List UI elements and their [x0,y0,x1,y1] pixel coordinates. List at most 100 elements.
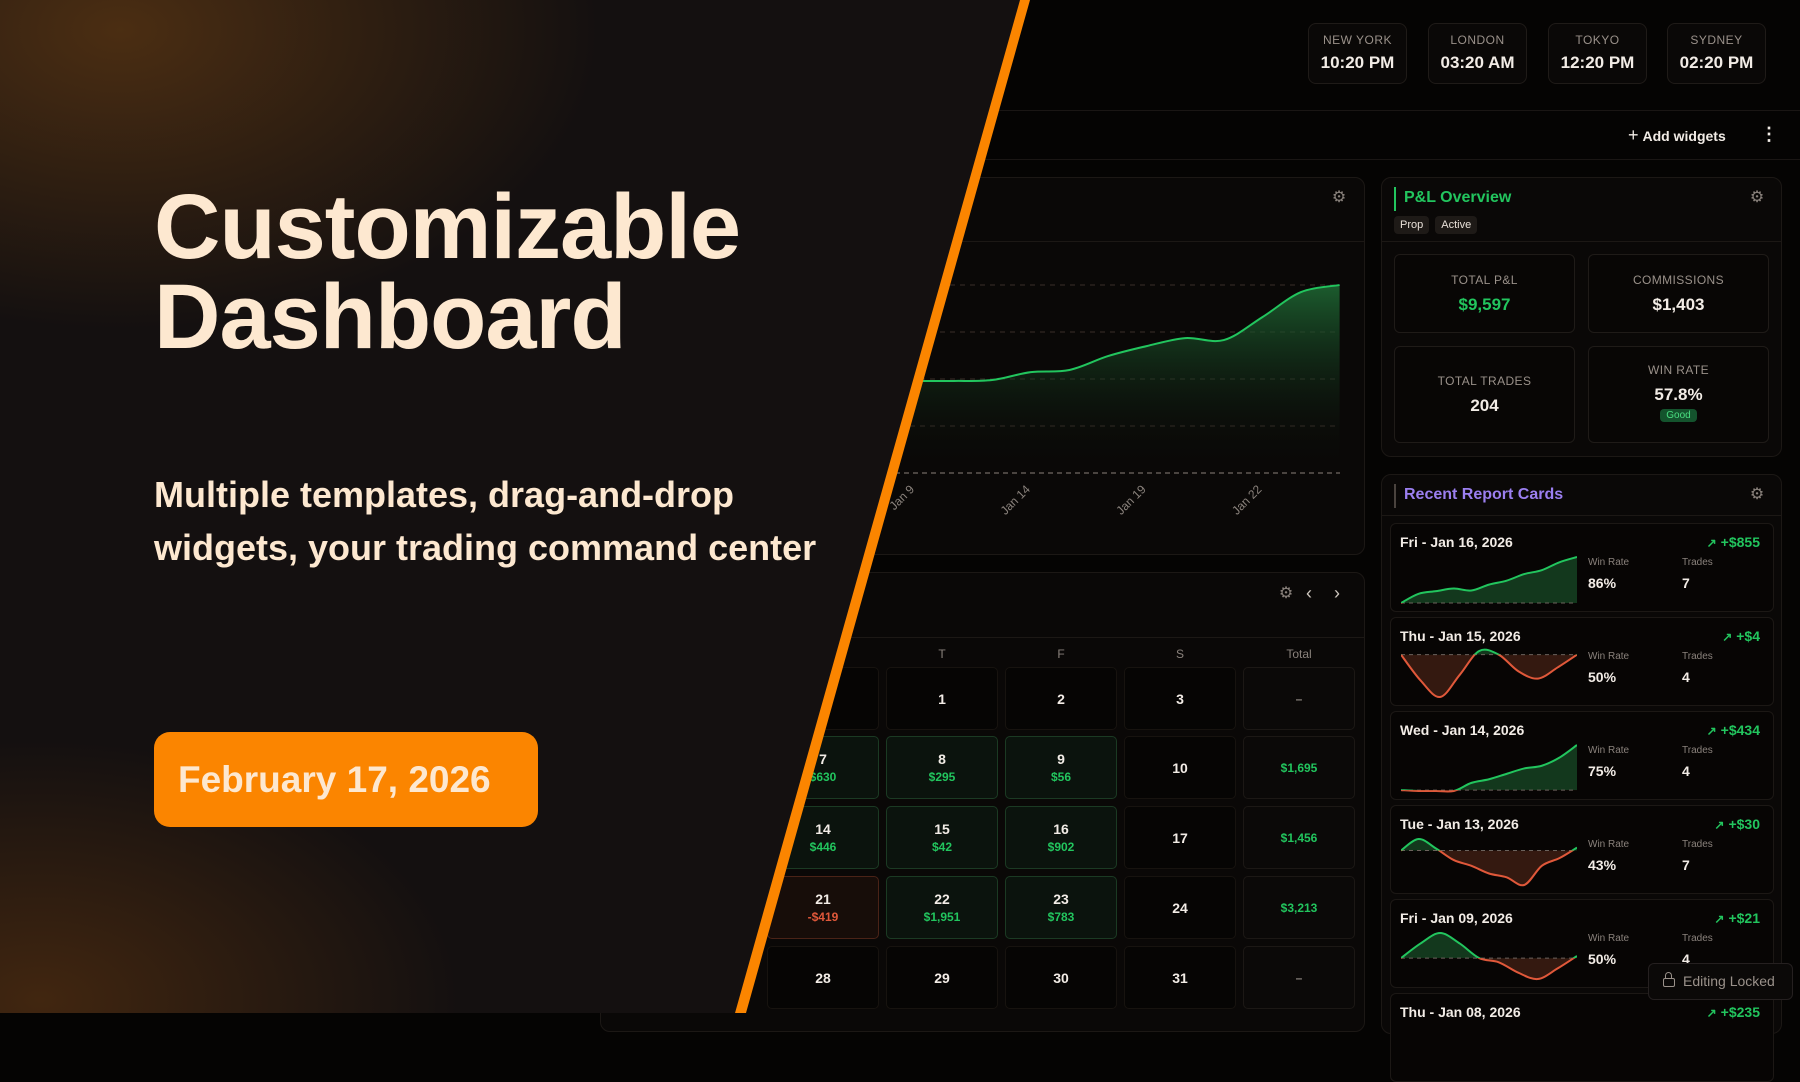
tag-active: Active [1435,216,1478,234]
clock-new-york: NEW YORK 10:20 PM [1308,23,1407,84]
accent-bar [1394,484,1396,508]
cell-value: 21 [815,891,831,907]
calendar-day-cell[interactable]: 31 [1124,946,1236,1009]
calendar-day-cell[interactable]: 1 [886,667,998,730]
x-tick-label: Jan 14 [998,482,1034,518]
chevron-right-icon[interactable]: › [1334,583,1340,603]
report-card[interactable]: Thu - Jan 15, 2026 ↗ +$4 Win Rate 50% Trades 4 [1390,617,1774,706]
win-rate-label: Win Rate [1588,651,1630,662]
cell-value: 2 [1057,690,1065,707]
sparkline [1401,838,1577,887]
report-change-value: +$30 [1728,816,1760,832]
add-widgets-button[interactable]: + Add widgets [1628,125,1726,146]
sparkline-profit-area [1401,557,1577,603]
win-rate-label: Win Rate [1588,933,1630,944]
calendar-day-cell[interactable]: 2 [1005,667,1117,730]
calendar-day-cell[interactable]: 23 $783 [1005,876,1117,939]
report-change: ↗ +$21 [1714,910,1760,926]
day-pnl: $630 [809,770,837,784]
calendar-day-cell[interactable]: 8 $295 [886,736,998,799]
cell-value: $3,213 [1280,900,1318,915]
calendar-day-cell[interactable]: 28 [767,946,879,1009]
report-card[interactable]: Tue - Jan 13, 2026 ↗ +$30 Win Rate 43% Trades… [1390,805,1774,894]
editing-locked-label: Editing Locked [1683,973,1775,989]
cell-value: 14 [815,821,831,837]
week-total-cell[interactable]: $1,695 [1243,736,1355,799]
win-rate-label: Win Rate [1588,745,1630,756]
tag-list: Prop Active [1394,215,1483,234]
tag-prop: Prop [1394,216,1430,234]
calendar-day-cell[interactable]: 22 $1,951 [886,876,998,939]
calendar-day-cell[interactable]: 9 $56 [1005,736,1117,799]
sparkline-profit-area [1401,933,1577,959]
win-rate-label: Win Rate [1588,839,1630,850]
trades-label: Trades [1682,839,1713,850]
trending-up-icon: ↗ [1722,630,1733,644]
calendar-day-cell[interactable]: 16 $902 [1005,806,1117,869]
clock-sydney: SYDNEY 02:20 PM [1667,23,1766,84]
plus-icon: + [1628,125,1639,145]
cell-value: 24 [1172,899,1188,916]
cell-value: 3 [1176,690,1184,707]
report-card[interactable]: Fri - Jan 16, 2026 ↗ +$855 Win Rate 86% Trade… [1390,523,1774,612]
cell-value: 1 [938,690,946,707]
trades-label: Trades [1682,933,1713,944]
clock-time: 10:20 PM [1320,53,1395,72]
report-card[interactable]: Thu - Jan 08, 2026 ↗ +$235 [1390,993,1774,1082]
stat-label: WIN RATE [1648,363,1709,377]
sparkline-profit-area [1401,745,1577,791]
sparkline [1401,931,1577,981]
hero-title-line: Dashboard [154,266,627,368]
trending-up-icon: ↗ [1706,724,1717,738]
stat-value: $9,597 [1458,295,1511,314]
settings-gear-icon[interactable]: ⚙ [1331,189,1347,206]
report-card[interactable]: Fri - Jan 09, 2026 ↗ +$21 Win Rate 50% Trades… [1390,899,1774,988]
clock-city: TOKYO [1575,33,1620,47]
calendar-day-cell[interactable]: 17 [1124,806,1236,869]
trending-up-icon: ↗ [1714,818,1725,832]
calendar-column-header: T [938,647,946,661]
week-total-cell[interactable]: – [1243,946,1355,1009]
sparkline-loss-area [1401,654,1577,698]
day-pnl: -$419 [807,910,839,924]
calendar-day-cell[interactable]: 24 [1124,876,1236,939]
day-pnl: $56 [1050,770,1072,784]
cell-value: 31 [1172,969,1188,986]
calendar-day-cell[interactable]: 29 [886,946,998,1009]
sparkline-loss-line [1401,958,1576,981]
x-tick-label: Jan 19 [1113,482,1149,518]
trades-value: 4 [1682,763,1690,779]
stat-total-trades: TOTAL TRADES 204 [1394,346,1575,443]
report-card[interactable]: Wed - Jan 14, 2026 ↗ +$434 Win Rate 75% Trade… [1390,711,1774,800]
chevron-left-icon[interactable]: ‹ [1306,583,1312,603]
cell-value: – [1295,691,1303,706]
calendar-day-cell[interactable]: 15 $42 [886,806,998,869]
trending-up-icon: ↗ [1706,1006,1717,1020]
editing-locked-toggle[interactable]: Editing Locked [1648,963,1793,1000]
cell-value: $1,456 [1280,830,1318,845]
sparkline-profit-line [1401,556,1577,603]
settings-gear-icon[interactable]: ⚙ [1749,189,1765,206]
week-total-cell[interactable]: $1,456 [1243,806,1355,869]
settings-gear-icon[interactable]: ⚙ [1278,585,1294,602]
week-total-cell[interactable]: $3,213 [1243,876,1355,939]
sparkline [1401,744,1577,793]
day-pnl: $295 [928,770,956,784]
clock-tokyo: TOKYO 12:20 PM [1548,23,1647,84]
cell-value: 7 [819,751,827,767]
calendar-day-cell[interactable]: 10 [1124,736,1236,799]
calendar-day-cell[interactable]: 30 [1005,946,1117,1009]
week-total-cell[interactable]: – [1243,667,1355,730]
stat-value: 57.8% [1654,385,1703,404]
cell-value: 22 [934,891,950,907]
settings-gear-icon[interactable]: ⚙ [1749,486,1765,503]
lock-icon [1663,972,1675,987]
report-change-value: +$21 [1728,910,1760,926]
trades-label: Trades [1682,557,1713,568]
day-pnl: $902 [1047,840,1075,854]
calendar-day-cell[interactable]: 3 [1124,667,1236,730]
cell-value: 8 [938,751,946,767]
calendar-day-cell[interactable]: 21 -$419 [767,876,879,939]
accent-bar [1394,187,1396,211]
report-date: Thu - Jan 08, 2026 [1400,1004,1521,1020]
